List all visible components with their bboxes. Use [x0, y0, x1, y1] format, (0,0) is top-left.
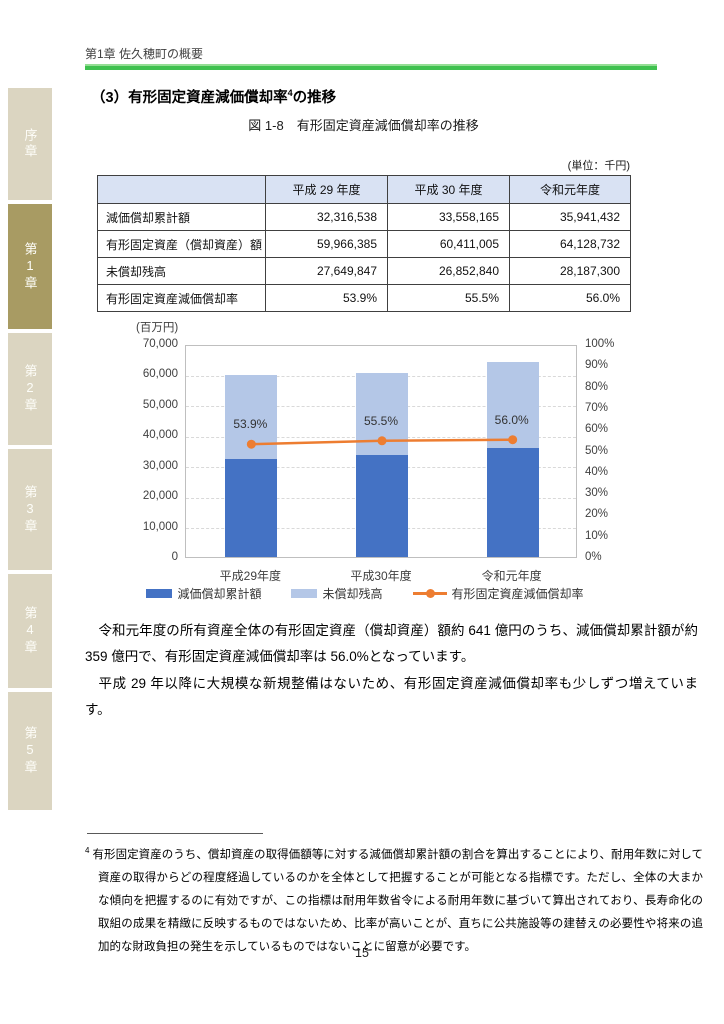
- table-header-row: 平成 29 年度 平成 30 年度 令和元年度: [97, 175, 631, 204]
- table-header-cell: 令和元年度: [509, 175, 631, 204]
- data-label: 53.9%: [233, 417, 268, 432]
- legend-item: 未償却残高: [291, 585, 383, 602]
- value-cell: 60,411,005: [387, 230, 510, 258]
- value-cell: 53.9%: [265, 284, 388, 312]
- y-axis-tick: 60,000: [142, 368, 178, 381]
- sidebar-tab-label: 第5章: [22, 726, 38, 776]
- row-label-cell: 有形固定資産（償却資産）額: [97, 230, 266, 258]
- sidebar-tab-label: 第4章: [22, 606, 38, 656]
- sidebar-tab-第2章: 第2章: [8, 333, 52, 445]
- value-cell: 59,966,385: [265, 230, 388, 258]
- value-cell: 55.5%: [387, 284, 510, 312]
- value-cell: 27,649,847: [265, 257, 388, 285]
- sidebar-tab-label: 第2章: [22, 364, 38, 414]
- right-axis-tick: 70%: [585, 401, 609, 414]
- footnote-text: 有形固定資産のうち、償却資産の取得価額等に対する減価償却累計額の割合を算出するこ…: [92, 848, 703, 953]
- paragraph: 令和元年度の所有資産全体の有形固定資産（償却資産）額約 641 億円のうち、減価…: [85, 623, 698, 665]
- value-cell: 33,558,165: [387, 203, 510, 231]
- figure-caption: 図 1-8 有形固定資産減価償却率の推移: [248, 118, 479, 133]
- table-row: 未償却残高 27,649,847 26,852,840 28,187,300: [97, 257, 631, 285]
- footnote: 4 有形固定資産のうち、償却資産の取得価額等に対する減価償却累計額の割合を算出する…: [85, 843, 703, 959]
- bar-segment-減価償却累計額: [486, 447, 539, 557]
- right-axis-tick: 10%: [585, 529, 609, 542]
- y-axis-tick: 40,000: [142, 429, 178, 442]
- row-label-cell: 減価償却累計額: [97, 203, 266, 231]
- right-axis-tick: 0%: [585, 551, 602, 563]
- sidebar-tab-label: 第1章: [22, 241, 38, 292]
- table-header-cell: [97, 175, 266, 204]
- legend-swatch-未償却残高: [291, 589, 318, 598]
- sidebar-tab-第4章: 第4章: [8, 574, 52, 688]
- table-header-cell: 平成 30 年度: [387, 175, 510, 204]
- right-axis-tick: 20%: [585, 508, 609, 521]
- value-cell: 64,128,732: [509, 230, 631, 258]
- unit-label: (単位：千円): [567, 160, 630, 172]
- y-axis-tick: 50,000: [142, 398, 178, 411]
- table-row: 有形固定資産減価償却率 53.9% 55.5% 56.0%: [97, 284, 631, 312]
- right-axis-tick: 80%: [585, 380, 609, 393]
- right-axis-tick: 100%: [585, 338, 615, 350]
- bar-segment-未償却残高: [486, 361, 539, 448]
- value-cell: 26,852,840: [387, 257, 510, 285]
- table-row: 減価償却累計額 32,316,538 33,558,165 35,941,432: [97, 203, 631, 231]
- legend-label: 減価償却累計額: [177, 587, 262, 601]
- value-cell: 56.0%: [509, 284, 631, 312]
- table-header-cell: 平成 29 年度: [265, 175, 388, 204]
- x-axis-label: 平成29年度: [219, 569, 281, 583]
- section-title-suffix: の推移: [292, 90, 337, 106]
- table-head: 平成 29 年度 平成 30 年度 令和元年度: [97, 175, 631, 204]
- sidebar-tab-label: 第3章: [22, 484, 38, 535]
- section-title: （3）有形固定資産減価償却率4の推移: [91, 86, 336, 107]
- legend-label: 未償却残高: [322, 587, 383, 601]
- legend-swatch-減価償却累計額: [146, 589, 173, 598]
- legend-label: 有形固定資産減価償却率: [451, 587, 584, 601]
- bar-segment-減価償却累計額: [356, 454, 408, 557]
- legend-swatch-有形固定資産減価償却率: [412, 589, 447, 598]
- row-label-cell: 有形固定資産減価償却率: [97, 284, 266, 312]
- table-row: 有形固定資産（償却資産）額 59,966,385 60,411,005 64,128,…: [97, 230, 631, 258]
- footnote-number: 4: [85, 846, 90, 855]
- left-axis-title: (百万円): [136, 322, 179, 334]
- legend-item: 減価償却累計額: [146, 585, 261, 602]
- sidebar-tab-第3章: 第3章: [8, 449, 52, 570]
- right-axis-tick: 90%: [585, 359, 609, 372]
- chart: (百万円) 減価償却累計額 未償却残高 有形固定資産減価償却率 70,000 60,0…: [130, 317, 650, 609]
- table-body: 減価償却累計額 32,316,538 33,558,165 35,941,432 有形固…: [97, 203, 631, 312]
- paragraph: 平成 29 年以降に大規模な新規整備はないため、有形固定資産減価償却率も少しずつ…: [85, 675, 698, 717]
- legend-item: 有形固定資産減価償却率: [412, 585, 584, 602]
- page-number: 15: [355, 946, 369, 960]
- x-axis-label: 平成30年度: [350, 569, 412, 583]
- y-axis-tick: 30,000: [142, 459, 178, 472]
- data-table: 平成 29 年度 平成 30 年度 令和元年度 減価償却累計額 32,316,538 3…: [97, 175, 631, 312]
- bar-segment-減価償却累計額: [225, 458, 278, 557]
- chart-legend: 減価償却累計額 未償却残高 有形固定資産減価償却率: [130, 585, 600, 602]
- footnote-rule: [87, 833, 263, 834]
- row-label-cell: 未償却残高: [97, 257, 266, 285]
- right-axis-tick: 50%: [585, 444, 609, 457]
- y-axis-tick: 20,000: [142, 490, 178, 503]
- y-axis-tick: 10,000: [142, 520, 178, 533]
- value-cell: 28,187,300: [509, 257, 631, 285]
- right-axis-tick: 60%: [585, 423, 609, 436]
- value-cell: 32,316,538: [265, 203, 388, 231]
- sidebar-tab-label: 序章: [22, 128, 38, 160]
- sidebar-tab-第1章: 第1章: [8, 204, 52, 329]
- value-cell: 35,941,432: [509, 203, 631, 231]
- right-axis-tick: 40%: [585, 465, 609, 478]
- plot-area: [185, 345, 577, 558]
- header-rule: [85, 64, 657, 70]
- y-axis-tick: 0: [171, 551, 178, 563]
- x-axis-label: 令和元年度: [481, 569, 542, 583]
- data-label: 56.0%: [494, 412, 529, 427]
- section-title-text: （3）有形固定資産減価償却率: [91, 90, 288, 106]
- sidebar-tab-序章: 序章: [8, 88, 52, 200]
- sidebar-tab-第5章: 第5章: [8, 692, 52, 810]
- body-text: 令和元年度の所有資産全体の有形固定資産（償却資産）額約 641 億円のうち、減価…: [85, 618, 698, 723]
- footnote-ref-superscript: 4: [287, 88, 293, 99]
- data-label: 55.5%: [363, 413, 399, 428]
- y-axis-tick: 70,000: [142, 338, 178, 350]
- running-header: 第1章 佐久穂町の概要: [85, 47, 204, 61]
- right-axis-tick: 30%: [585, 487, 609, 500]
